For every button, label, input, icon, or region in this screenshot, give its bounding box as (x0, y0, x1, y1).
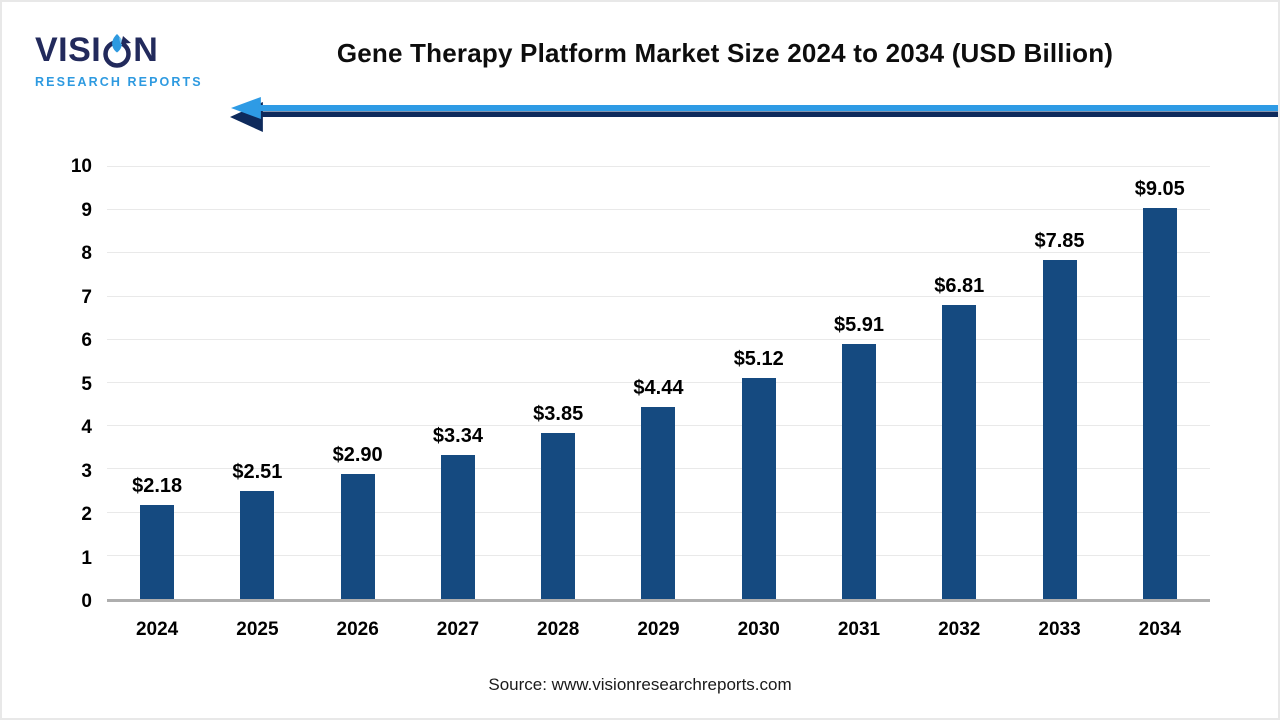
bar-slot-2024: $2.18 (107, 167, 207, 599)
bar-slot-2029: $4.44 (608, 167, 708, 599)
plot-area: $2.18 $2.51 $2.90 $3.34 $3.85 $4.44 $5.12 $5.91… (107, 166, 1210, 602)
y-tick-label: 6 (81, 330, 92, 351)
bar-value-label: $3.34 (432, 424, 483, 447)
bar (1142, 208, 1177, 599)
x-tick-label: 2026 (336, 619, 379, 640)
y-tick-label: 7 (81, 286, 92, 308)
bar (240, 490, 275, 599)
x-tick-label: 2025 (236, 619, 279, 640)
bar-slot-2027: $3.34 (408, 167, 508, 599)
bar-value-label: $2.51 (232, 460, 283, 483)
gridline (107, 252, 1210, 254)
bar-slot-2025: $2.51 (207, 167, 307, 599)
y-tick-label: 8 (81, 243, 92, 264)
x-tick-label: 2030 (737, 619, 780, 640)
bar-slot-2032: $6.81 (909, 167, 1009, 599)
x-tick-label: 2033 (1038, 619, 1081, 640)
logo-subtitle: RESEARCH REPORTS (35, 75, 203, 89)
x-tick-label: 2032 (938, 619, 981, 640)
y-tick-label: 5 (81, 373, 92, 395)
logo-brand-right: N (133, 31, 159, 69)
bar-value-label: $3.85 (533, 402, 584, 425)
gridline (107, 166, 1210, 167)
y-tick-label: 0 (81, 591, 92, 612)
gridline (107, 338, 1210, 340)
x-tick-label: 2024 (135, 619, 179, 640)
logo-brand-text: VISI N (35, 32, 215, 68)
logo-brand-left: VISI (35, 31, 102, 69)
x-tick-label: 2028 (537, 619, 580, 640)
chart-title: Gene Therapy Platform Market Size 2024 t… (336, 38, 1114, 68)
y-tick-label: 1 (81, 547, 92, 569)
bar-value-label: $2.18 (132, 474, 183, 497)
bar (1042, 259, 1077, 599)
bar (140, 504, 175, 599)
bar-value-label: $6.81 (934, 274, 985, 297)
x-axis-labels: 2024 2025 2026 2027 2028 2029 2030 2031 2032 2033… (107, 605, 1210, 641)
bar (340, 473, 375, 599)
y-tick-label: 3 (81, 460, 92, 482)
bar (942, 304, 977, 599)
title-underline-arrow-icon (230, 94, 1278, 138)
source-text: Source: www.visionresearchreports.com (488, 675, 792, 694)
bar (641, 407, 676, 599)
x-tick-label: 2027 (436, 619, 480, 640)
bar-slot-2028: $3.85 (508, 167, 608, 599)
bar-value-label: $5.91 (833, 313, 885, 336)
bar (841, 343, 876, 599)
bar-slot-2033: $7.85 (1009, 167, 1109, 599)
bar-slot-2030: $5.12 (709, 167, 809, 599)
gridline (107, 382, 1210, 383)
y-axis-labels: 0 1 2 3 4 5 6 7 8 9 10 (2, 156, 94, 612)
bar-slot-2034: $9.05 (1110, 167, 1210, 599)
bar (741, 377, 776, 599)
bar-value-label: $5.12 (733, 347, 784, 370)
x-tick-label: 2034 (1138, 619, 1181, 640)
bar (541, 432, 576, 599)
bar-value-label: $4.44 (633, 377, 684, 400)
x-tick-label: 2029 (637, 619, 680, 640)
logo-swoosh-o-icon (103, 34, 132, 68)
y-tick-label: 2 (81, 504, 92, 525)
bar-value-label: $9.05 (1134, 178, 1185, 201)
gridline (107, 209, 1210, 211)
bar-value-label: $2.90 (332, 443, 383, 466)
left-arrow-graphic (230, 97, 1278, 132)
bar (440, 454, 475, 599)
y-tick-label: 10 (70, 156, 92, 177)
logo-vision-research-reports: VISI N RESEARCH REPORTS (35, 32, 215, 89)
bar-value-label: $7.85 (1034, 229, 1085, 252)
bar-slot-2026: $2.90 (308, 167, 408, 599)
gridline (107, 295, 1210, 297)
x-tick-label: 2031 (837, 619, 881, 640)
bar-slot-2031: $5.91 (809, 167, 909, 599)
y-tick-label: 9 (81, 199, 92, 221)
y-tick-label: 4 (81, 417, 92, 438)
bars: $2.18 $2.51 $2.90 $3.34 $3.85 $4.44 $5.12 $5.91… (107, 167, 1210, 599)
